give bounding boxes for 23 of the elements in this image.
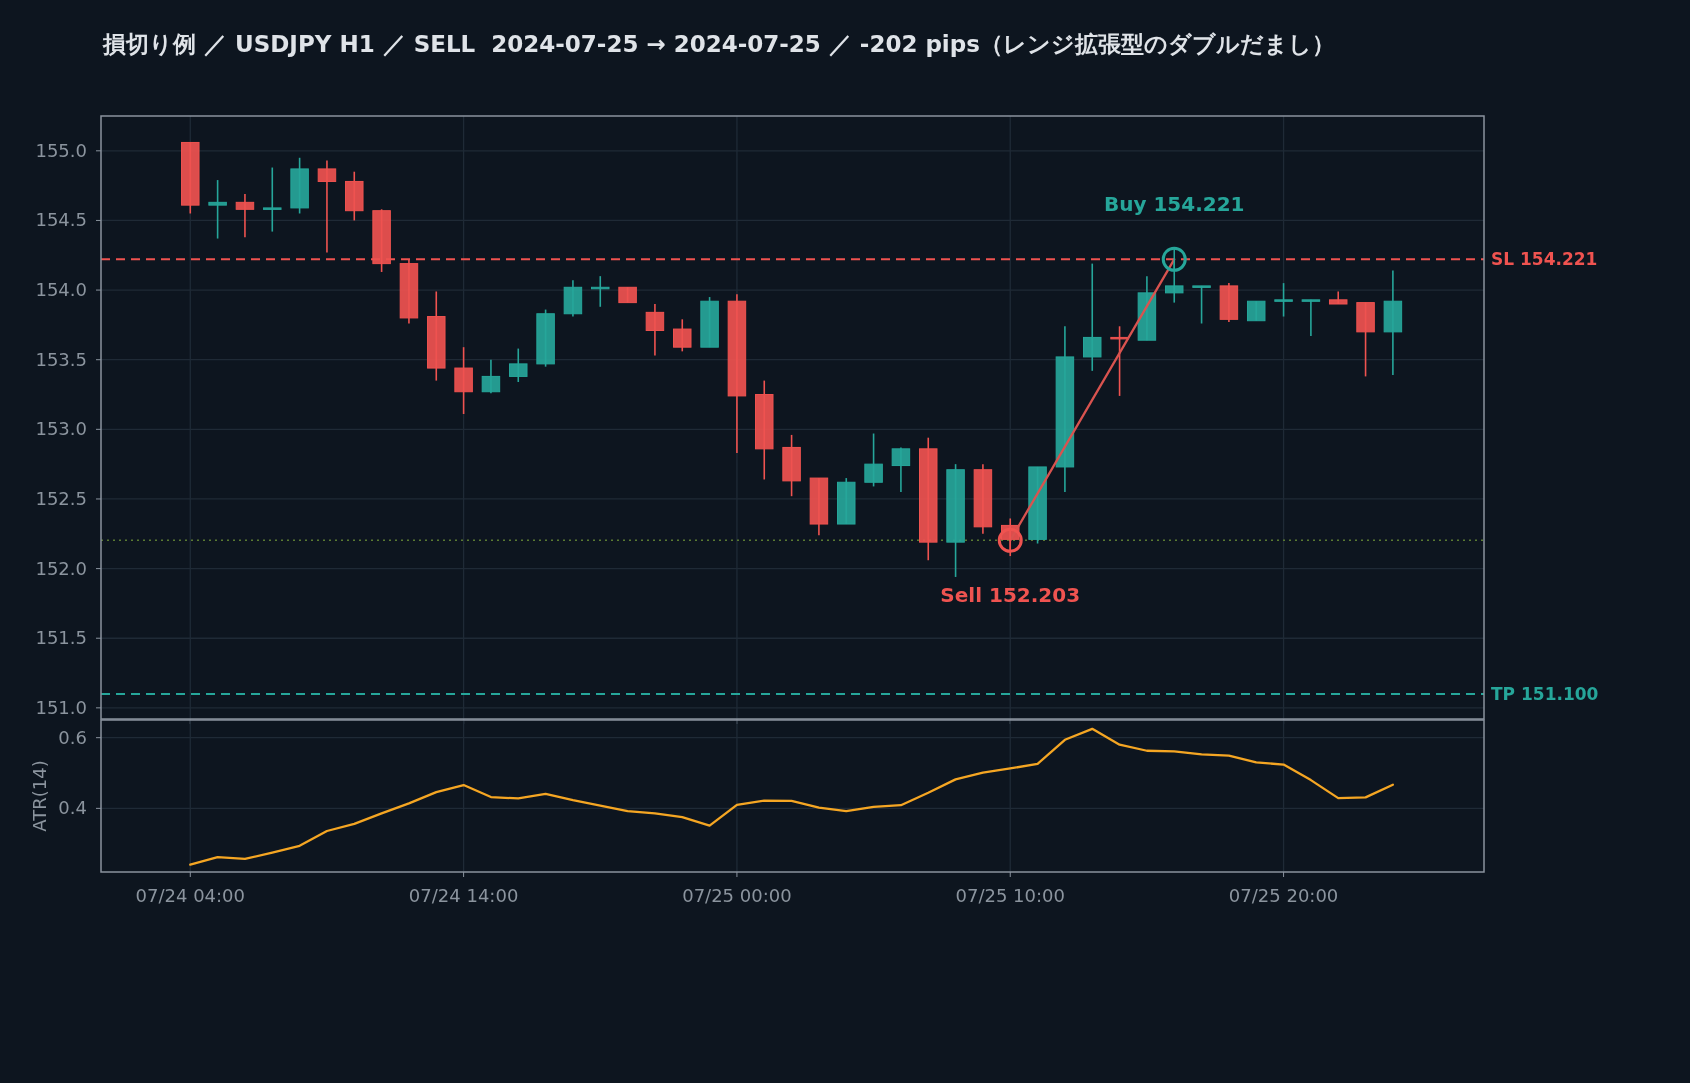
y-axis-title: ATR(14) bbox=[29, 760, 50, 832]
y-tick-label: 0.4 bbox=[58, 797, 87, 819]
line-series bbox=[189, 727, 1395, 866]
y-tick-label: 151.0 bbox=[35, 696, 87, 718]
x-tick-label: 07/24 04:00 bbox=[135, 885, 246, 906]
y-tick-label: 151.5 bbox=[35, 627, 87, 649]
y-tick-label: 154.0 bbox=[35, 279, 87, 301]
annotation: Buy 154.221 bbox=[1103, 192, 1245, 217]
y-tick-label: 154.5 bbox=[35, 209, 87, 231]
ref-line-label: TP 151.100 bbox=[1491, 683, 1599, 704]
y-tick-label: 153.0 bbox=[35, 418, 87, 440]
x-tick-label: 07/25 20:00 bbox=[1228, 885, 1339, 906]
annotation: Sell 152.203 bbox=[940, 583, 1081, 608]
x-tick-label: 07/25 00:00 bbox=[682, 885, 792, 906]
y-tick-label: 0.6 bbox=[58, 726, 87, 748]
ref-line-label: SL 154.221 bbox=[1491, 249, 1598, 270]
y-tick-label: 152.5 bbox=[35, 487, 87, 509]
chart-title: 損切り例 ／ USDJPY H1 ／ SELL 2024-07-25 → 2024-07-25 ／ -202 pips（レンジ拡張型のダブルだまし） bbox=[102, 31, 1335, 57]
x-tick-label: 07/25 10:00 bbox=[955, 885, 1065, 906]
y-tick-label: 152.0 bbox=[35, 557, 87, 579]
y-tick-label: 155.0 bbox=[35, 139, 87, 161]
y-tick-label: 153.5 bbox=[35, 348, 87, 370]
x-tick-label: 07/24 14:00 bbox=[408, 885, 519, 906]
